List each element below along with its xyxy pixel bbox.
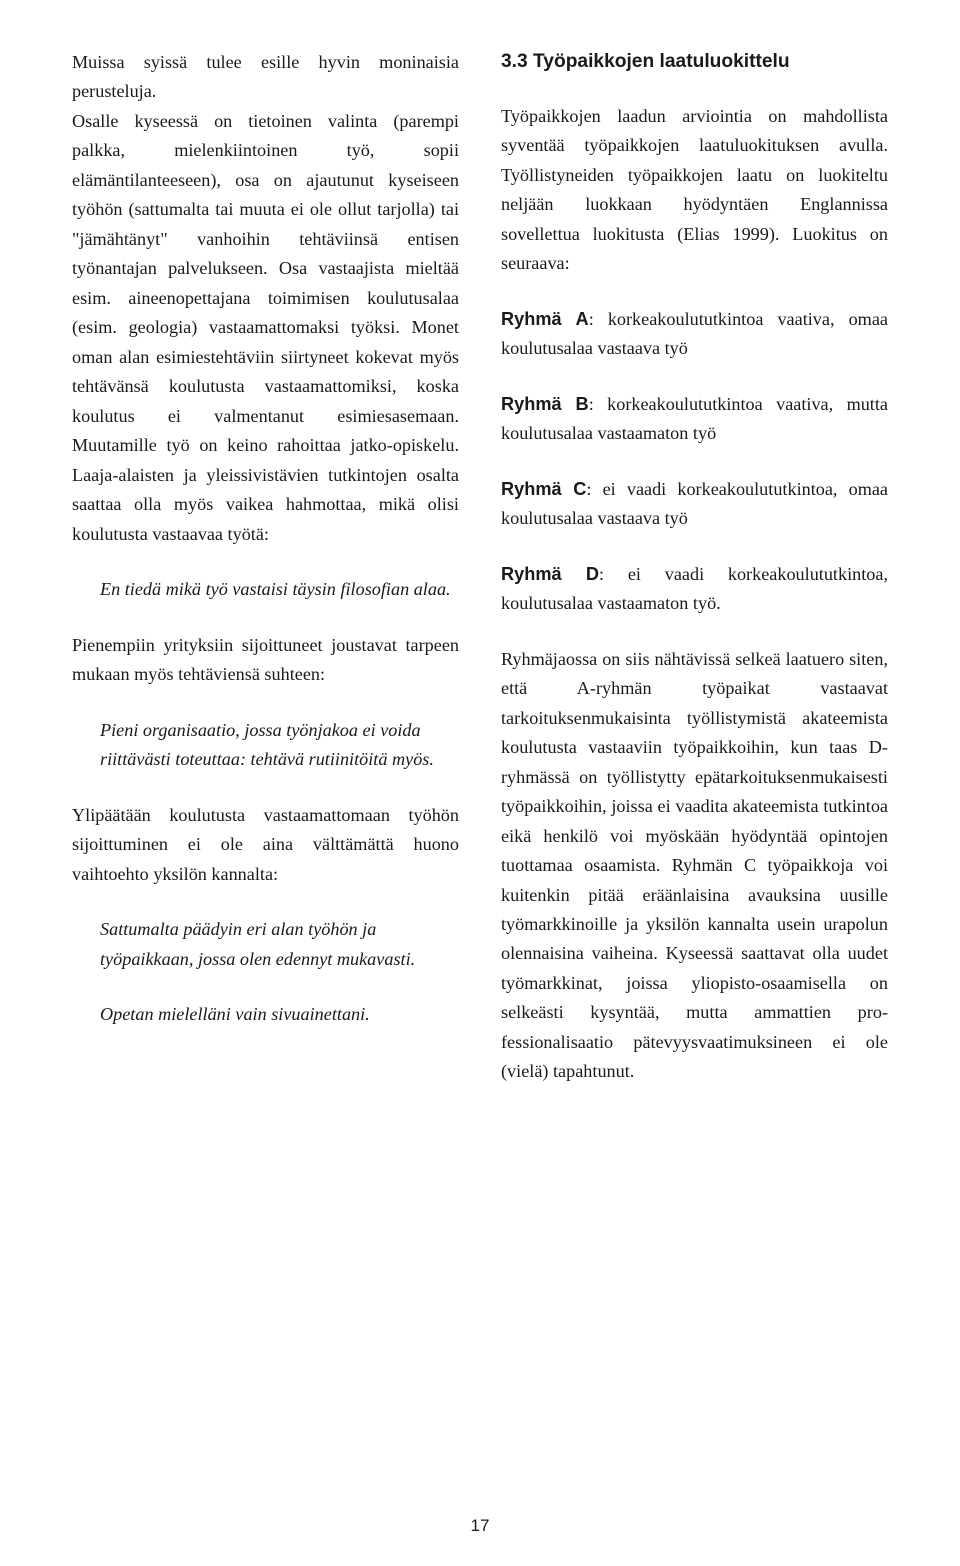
paragraph: Ylipäätään koulutusta vastaamattomaan ty… <box>72 801 459 889</box>
block-quote: Pieni organisaatio, jossa työnjakoa ei v… <box>100 716 459 775</box>
block-quote: En tiedä mikä työ vastaisi täysin filoso… <box>100 575 459 604</box>
block-quote: Opetan mielelläni vain sivuainettani. <box>100 1000 459 1029</box>
paragraph: Työpaikkojen laadun arviointia on mah­do… <box>501 102 888 279</box>
two-column-layout: Muissa syissä tulee esille hyvin moninai… <box>72 48 888 1087</box>
group-definition: Ryhmä A: korkeakoulututkintoa vaativa, o… <box>501 305 888 364</box>
paragraph: Pienempiin yrityksiin sijoittuneet jous­… <box>72 631 459 690</box>
group-definition: Ryhmä B: korkeakoulututkintoa vaativa, m… <box>501 390 888 449</box>
group-label: Ryhmä C <box>501 479 586 499</box>
group-label: Ryhmä A <box>501 309 589 329</box>
paragraph: Osalle kyseessä on tietoinen valinta (pa… <box>72 107 459 549</box>
group-definition: Ryhmä D: ei vaadi korkeakoulututkintoa, … <box>501 560 888 619</box>
section-heading: 3.3 Työpaikkojen laatuluokittelu <box>501 48 888 76</box>
group-label: Ryhmä B <box>501 394 589 414</box>
group-definition: Ryhmä C: ei vaadi korkeakoulututkintoa, … <box>501 475 888 534</box>
paragraph: Ryhmäjaossa on siis nähtävissä selkeä la… <box>501 645 888 1087</box>
paragraph: Muissa syissä tulee esille hyvin moninai… <box>72 48 459 107</box>
page-number: 17 <box>471 1516 490 1536</box>
left-column: Muissa syissä tulee esille hyvin moninai… <box>72 48 459 1087</box>
right-column: 3.3 Työpaikkojen laatuluokittelu Työpaik… <box>501 48 888 1087</box>
block-quote: Sattumalta päädyin eri alan työhön ja ty… <box>100 915 459 974</box>
group-label: Ryhmä D <box>501 564 599 584</box>
